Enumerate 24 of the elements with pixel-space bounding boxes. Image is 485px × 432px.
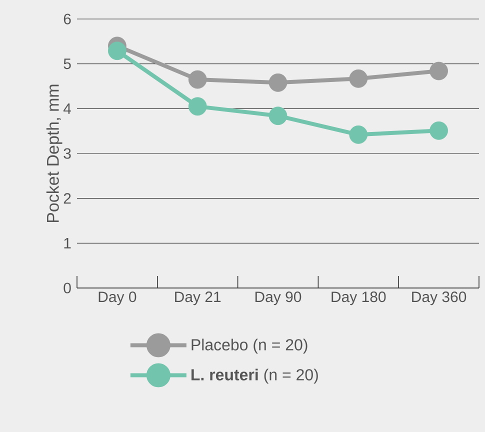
x-tick-label: Day 360 [412,292,466,306]
point [188,70,207,89]
point [349,125,368,144]
legend-label: L. reuteri (n = 20) [192,368,318,384]
point [430,62,448,80]
y-tick-label: 0 [64,282,71,294]
y-tick-label: 5 [64,58,71,70]
x-tick-label: Day 180 [332,292,386,306]
point [349,69,368,88]
y-tick-label: 1 [64,238,71,248]
y-axis-title: Pocket Depth, mm [46,84,62,222]
point [430,121,448,140]
legend-label: Placebo (n = 20) [192,338,308,354]
y-tick-label: 4 [63,104,72,114]
y-tick-label: 6 [64,14,71,24]
y-tick-label: 3 [64,148,71,159]
point [268,106,288,126]
x-tick-label: Day 0 [98,292,136,306]
point [268,73,288,92]
x-tick-label: Day 21 [175,292,221,306]
x-tick-label: Day 90 [255,292,302,306]
point [188,97,207,116]
y-tick-label: 2 [64,193,71,204]
point [108,42,126,60]
